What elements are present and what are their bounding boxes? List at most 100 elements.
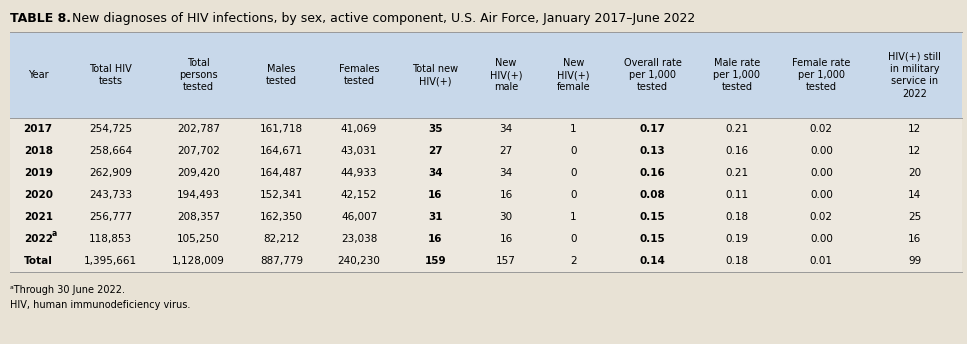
Text: 194,493: 194,493 [177,190,220,200]
Text: 0.21: 0.21 [725,168,748,178]
Text: 164,671: 164,671 [260,146,303,156]
Text: 0.19: 0.19 [725,234,748,244]
Text: Female rate
per 1,000
tested: Female rate per 1,000 tested [792,57,851,93]
Text: Total HIV
tests: Total HIV tests [89,64,132,86]
Text: 0.00: 0.00 [810,190,833,200]
Text: 258,664: 258,664 [89,146,132,156]
Text: 27: 27 [500,146,513,156]
Text: 27: 27 [427,146,443,156]
Text: 0.08: 0.08 [640,190,665,200]
Text: 2021: 2021 [23,212,52,222]
Text: 208,357: 208,357 [177,212,220,222]
Text: 34: 34 [427,168,443,178]
Text: 161,718: 161,718 [260,124,303,134]
Text: Male rate
per 1,000
tested: Male rate per 1,000 tested [714,57,760,93]
Text: 240,230: 240,230 [337,256,381,266]
Text: 2017: 2017 [23,124,53,134]
Text: 1,395,661: 1,395,661 [84,256,137,266]
Text: 0: 0 [571,146,576,156]
Bar [10,32,962,118]
Text: 2019: 2019 [24,168,52,178]
Text: 254,725: 254,725 [89,124,132,134]
Text: Total new
HIV(+): Total new HIV(+) [412,64,458,86]
Text: 243,733: 243,733 [89,190,132,200]
Text: 0.11: 0.11 [725,190,748,200]
Text: 0.01: 0.01 [809,256,833,266]
Text: 207,702: 207,702 [177,146,220,156]
Text: 0.18: 0.18 [725,256,748,266]
Text: 0.02: 0.02 [809,124,833,134]
Text: 16: 16 [428,190,443,200]
Text: 0.21: 0.21 [725,124,748,134]
Text: 164,487: 164,487 [260,168,303,178]
Text: 0.14: 0.14 [639,256,665,266]
Text: 2: 2 [571,256,576,266]
Text: 0.16: 0.16 [640,168,665,178]
Text: 159: 159 [425,256,446,266]
Text: 12: 12 [908,124,922,134]
Text: HIV, human immunodeficiency virus.: HIV, human immunodeficiency virus. [10,300,190,310]
Text: Males
tested: Males tested [266,64,297,86]
Text: 262,909: 262,909 [89,168,132,178]
Text: 157: 157 [496,256,516,266]
Text: 2020: 2020 [23,190,52,200]
Text: 0.13: 0.13 [640,146,665,156]
Text: 16: 16 [500,190,513,200]
Text: 1,128,009: 1,128,009 [172,256,225,266]
Text: Females
tested: Females tested [338,64,379,86]
Text: HIV(+) still
in military
service in
2022: HIV(+) still in military service in 2022 [888,51,941,99]
Text: 1: 1 [571,124,576,134]
Text: 16: 16 [428,234,443,244]
Text: 34: 34 [500,168,513,178]
Text: 0.17: 0.17 [639,124,665,134]
Text: 0.15: 0.15 [640,234,665,244]
Text: 0.00: 0.00 [810,146,833,156]
Text: 152,341: 152,341 [260,190,303,200]
Text: 0.15: 0.15 [640,212,665,222]
Text: Total: Total [24,256,52,266]
Text: 44,933: 44,933 [340,168,377,178]
Text: 0.16: 0.16 [725,146,748,156]
Text: 256,777: 256,777 [89,212,132,222]
Text: 31: 31 [428,212,443,222]
Text: 202,787: 202,787 [177,124,220,134]
Text: 0: 0 [571,190,576,200]
Text: 25: 25 [908,212,922,222]
Text: ᵃThrough 30 June 2022.: ᵃThrough 30 June 2022. [10,285,125,295]
Text: 23,038: 23,038 [341,234,377,244]
Text: 2022: 2022 [23,234,52,244]
Text: 0: 0 [571,168,576,178]
Text: Year: Year [28,70,48,80]
Text: 99: 99 [908,256,922,266]
Text: 209,420: 209,420 [177,168,220,178]
Text: New diagnoses of HIV infections, by sex, active component, U.S. Air Force, Janua: New diagnoses of HIV infections, by sex,… [68,12,695,25]
Text: 16: 16 [908,234,922,244]
Text: 162,350: 162,350 [260,212,303,222]
Text: New
HIV(+)
female: New HIV(+) female [557,57,590,93]
Text: 887,779: 887,779 [260,256,303,266]
Text: 1: 1 [571,212,576,222]
Text: 43,031: 43,031 [341,146,377,156]
Text: TABLE 8.: TABLE 8. [10,12,71,25]
Text: 35: 35 [428,124,443,134]
Text: 20: 20 [908,168,922,178]
Text: 82,212: 82,212 [263,234,300,244]
Text: 105,250: 105,250 [177,234,220,244]
Text: 0.00: 0.00 [810,168,833,178]
Text: 0.00: 0.00 [810,234,833,244]
Text: 0.02: 0.02 [809,212,833,222]
Text: 46,007: 46,007 [341,212,377,222]
Text: 0.18: 0.18 [725,212,748,222]
Text: 16: 16 [500,234,513,244]
Bar [10,118,962,272]
Text: 0: 0 [571,234,576,244]
Text: Total
persons
tested: Total persons tested [179,57,218,93]
Text: 118,853: 118,853 [89,234,132,244]
Text: 41,069: 41,069 [341,124,377,134]
Text: 30: 30 [500,212,513,222]
Text: New
HIV(+)
male: New HIV(+) male [490,57,522,93]
Text: 34: 34 [500,124,513,134]
Text: Overall rate
per 1,000
tested: Overall rate per 1,000 tested [624,57,682,93]
Text: 2018: 2018 [23,146,52,156]
Text: 14: 14 [908,190,922,200]
